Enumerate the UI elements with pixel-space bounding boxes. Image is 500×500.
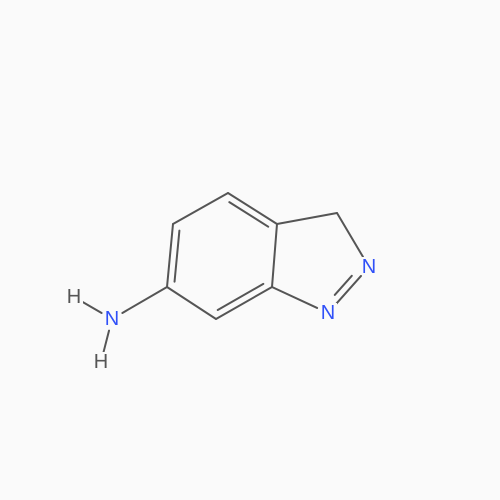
atom-H2: H xyxy=(67,286,81,308)
atom-N3: N xyxy=(321,302,335,324)
atom-N1: N xyxy=(105,308,119,330)
atom-H1: H xyxy=(94,351,108,373)
bonds-layer xyxy=(83,193,363,352)
molecule-diagram: NHHNN xyxy=(0,0,500,500)
atoms-layer: NHHNN xyxy=(65,256,378,373)
atom-N2: N xyxy=(362,256,376,278)
